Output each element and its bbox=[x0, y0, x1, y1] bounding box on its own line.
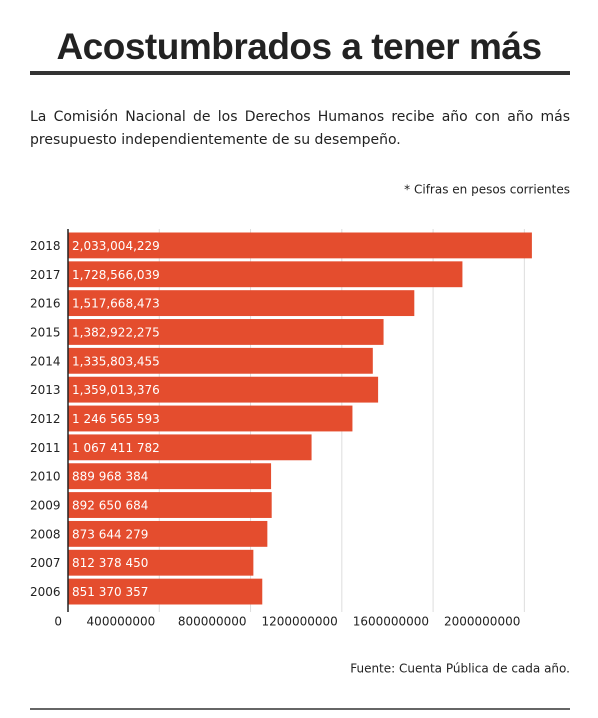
y-tick-label: 2007 bbox=[30, 556, 61, 570]
y-tick-label: 2012 bbox=[30, 412, 61, 426]
y-tick-label: 2013 bbox=[30, 383, 61, 397]
value-label: 1,382,922,275 bbox=[72, 325, 160, 339]
bar bbox=[68, 463, 272, 490]
value-label: 1 246 565 593 bbox=[72, 412, 160, 426]
y-tick-label: 2017 bbox=[30, 268, 61, 282]
value-label: 1,728,566,039 bbox=[72, 268, 160, 282]
bar bbox=[68, 549, 254, 576]
chart-title: Acostumbrados a tener más bbox=[56, 26, 542, 67]
bar bbox=[68, 520, 268, 547]
y-tick-label: 2011 bbox=[30, 441, 61, 455]
value-label: 1 067 411 782 bbox=[72, 441, 160, 455]
value-label: 873 644 279 bbox=[72, 527, 148, 541]
x-tick-label: 800000000 bbox=[178, 615, 247, 629]
value-label: 892 650 684 bbox=[72, 499, 148, 513]
y-tick-label: 2010 bbox=[30, 470, 61, 484]
y-tick-label: 2014 bbox=[30, 354, 61, 368]
value-label: 812 378 450 bbox=[72, 556, 148, 570]
chart-subtitle: La Comisión Nacional de los Derechos Hum… bbox=[30, 109, 570, 148]
value-label: 1,359,013,376 bbox=[72, 383, 160, 397]
bar bbox=[68, 434, 312, 461]
x-tick-label: 400000000 bbox=[87, 615, 156, 629]
value-label: 1,335,803,455 bbox=[72, 354, 160, 368]
x-tick-label: 0 bbox=[54, 615, 62, 629]
value-label: 851 370 357 bbox=[72, 585, 148, 599]
bar bbox=[68, 319, 384, 345]
x-tick-label: 1200000000 bbox=[261, 615, 337, 629]
bar bbox=[68, 578, 263, 605]
bar bbox=[68, 261, 463, 288]
value-label: 1,517,668,473 bbox=[72, 297, 160, 311]
bar bbox=[68, 290, 415, 317]
y-tick-label: 2018 bbox=[30, 239, 61, 253]
title-rule bbox=[30, 71, 570, 75]
y-tick-label: 2016 bbox=[30, 297, 61, 311]
y-tick-label: 2009 bbox=[30, 499, 61, 513]
value-label: 889 968 384 bbox=[72, 470, 148, 484]
x-tick-label: 2000000000 bbox=[444, 615, 520, 629]
x-tick-label: 1600000000 bbox=[353, 615, 429, 629]
y-tick-label: 2008 bbox=[30, 527, 61, 541]
bar bbox=[68, 347, 373, 374]
value-label: 2,033,004,229 bbox=[72, 239, 160, 253]
source: Fuente: Cuenta Pública de cada año. bbox=[350, 662, 570, 676]
bar bbox=[68, 492, 272, 518]
bar bbox=[68, 376, 379, 403]
bar bbox=[68, 232, 532, 259]
y-tick-label: 2006 bbox=[30, 585, 61, 599]
y-tick-label: 2015 bbox=[30, 325, 61, 339]
bar bbox=[68, 405, 353, 432]
note: * Cifras en pesos corrientes bbox=[404, 183, 570, 197]
